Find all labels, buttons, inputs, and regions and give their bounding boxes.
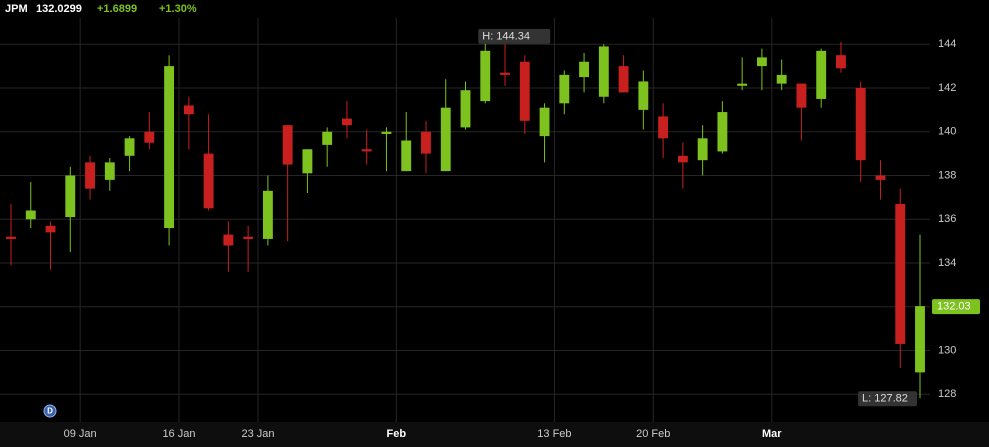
candle-body: [282, 125, 293, 165]
y-tick-label: 136: [938, 213, 956, 225]
candle-body: [579, 61, 590, 78]
candle-body: [500, 72, 510, 75]
x-axis-strip: [0, 422, 989, 447]
candle-body: [144, 131, 155, 143]
y-tick-label: 144: [938, 38, 956, 50]
change-pct: +1.30%: [159, 3, 197, 15]
candle-body: [381, 131, 392, 134]
x-tick-label: 13 Feb: [537, 428, 571, 440]
last-price-label: 132.03: [937, 301, 971, 313]
x-tick-label: Mar: [762, 428, 782, 440]
y-tick-label: 140: [938, 126, 956, 138]
candle-body: [875, 175, 886, 180]
candle-body: [243, 236, 254, 239]
y-tick-label: 142: [938, 82, 956, 94]
candle-body: [677, 155, 688, 163]
candle-body: [836, 55, 846, 69]
candle-body: [756, 57, 767, 67]
candle-body: [658, 116, 669, 139]
candle-body: [776, 74, 787, 84]
candle-body: [816, 50, 827, 99]
high-label-box: [478, 28, 551, 44]
candle-body: [361, 149, 372, 152]
candle-body: [401, 140, 412, 172]
y-tick-label: 130: [938, 344, 956, 356]
low-label-box: [858, 391, 917, 407]
x-tick-label: 20 Feb: [636, 428, 670, 440]
candles: [6, 36, 925, 399]
y-tick-label: 134: [938, 257, 956, 269]
candle-body: [737, 83, 748, 86]
dividend-icon-letter: D: [47, 407, 53, 416]
candle-body: [539, 107, 550, 137]
dividend-icon[interactable]: [43, 404, 57, 418]
candle-body: [223, 234, 234, 246]
y-tick-label: 138: [938, 169, 956, 181]
candle-body: [322, 131, 333, 145]
x-tick-label: 23 Jan: [241, 428, 274, 440]
candle-body: [65, 175, 76, 218]
y-tick-label: 128: [938, 388, 956, 400]
candle-body: [341, 118, 352, 126]
high-label: H: 144.34: [482, 31, 530, 43]
candle-body: [203, 153, 214, 209]
candle-body: [895, 203, 906, 344]
candle-body: [85, 162, 95, 189]
candle-body: [915, 306, 925, 373]
candle-body: [302, 149, 313, 174]
candle-body: [618, 66, 629, 93]
candle-body: [559, 74, 570, 104]
candle-body: [638, 81, 649, 110]
candle-body: [855, 88, 866, 161]
candle-body: [598, 46, 609, 97]
low-label: L: 127.82: [862, 393, 908, 405]
candle-body: [460, 90, 471, 128]
price: 132.0299: [36, 3, 82, 15]
candle-body: [183, 105, 194, 115]
x-tick-label: 09 Jan: [64, 428, 97, 440]
change: +1.6899: [97, 3, 137, 15]
symbol: JPM: [5, 3, 28, 15]
candle-body: [25, 210, 36, 220]
x-tick-label: Feb: [387, 428, 407, 440]
candle-body: [124, 138, 135, 156]
candle-body: [45, 225, 56, 233]
candle-body: [697, 138, 708, 161]
candle-body: [440, 107, 451, 172]
candle-body: [796, 83, 807, 108]
last-price-box: [932, 299, 980, 315]
candle-body: [421, 131, 431, 154]
candle-body: [104, 162, 115, 180]
candle-body: [6, 236, 16, 239]
candle-body: [519, 61, 530, 121]
x-tick-label: 16 Jan: [162, 428, 195, 440]
candle-body: [164, 66, 175, 228]
candle-body: [480, 50, 491, 102]
candle-body: [717, 112, 728, 152]
candle-body: [262, 190, 273, 239]
